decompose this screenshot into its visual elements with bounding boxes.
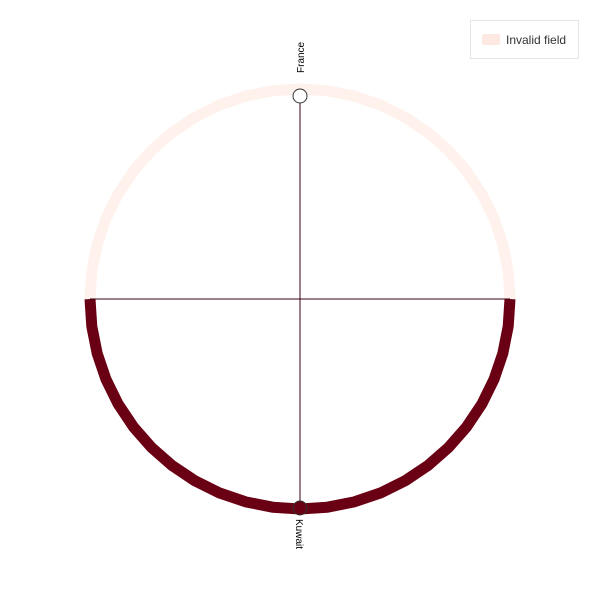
node-kuwait[interactable] bbox=[292, 500, 308, 516]
legend[interactable]: Invalid field bbox=[470, 20, 579, 59]
label-kuwait: Kuwait bbox=[293, 519, 304, 549]
legend-swatch bbox=[482, 34, 500, 45]
label-layer: France Kuwait bbox=[293, 41, 307, 549]
label-france: France bbox=[296, 41, 307, 73]
link-layer bbox=[90, 93, 510, 508]
node-france[interactable] bbox=[292, 88, 308, 104]
legend-label: Invalid field bbox=[506, 32, 567, 47]
node-layer bbox=[292, 88, 308, 516]
